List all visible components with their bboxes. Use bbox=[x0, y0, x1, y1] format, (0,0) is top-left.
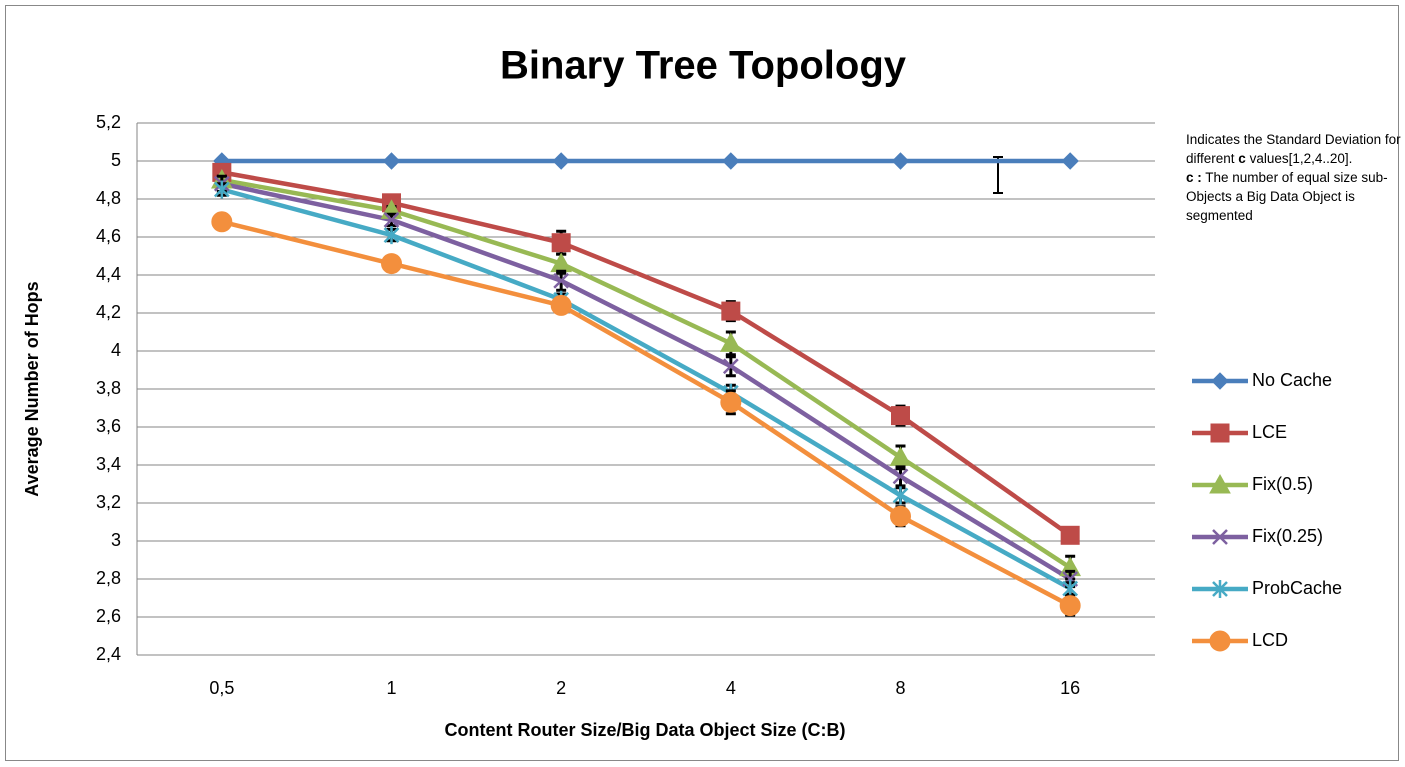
series-line bbox=[221, 187, 1072, 591]
y-tick-label: 2,4 bbox=[96, 644, 121, 664]
y-tick-label: 4,8 bbox=[96, 188, 121, 208]
x-tick-label: 2 bbox=[556, 678, 566, 698]
marker bbox=[552, 152, 570, 170]
marker bbox=[719, 332, 742, 352]
legend-label: Fix(0.5) bbox=[1252, 474, 1313, 494]
marker bbox=[213, 180, 230, 199]
series-line bbox=[221, 170, 1072, 538]
marker bbox=[722, 152, 740, 170]
series-line bbox=[221, 181, 1072, 581]
y-tick-label: 5,2 bbox=[96, 112, 121, 132]
legend-label: No Cache bbox=[1252, 370, 1332, 390]
marker bbox=[550, 294, 572, 316]
y-axis-label: Average Number of Hops bbox=[22, 281, 42, 496]
series-line bbox=[221, 177, 1072, 570]
x-tick-label: 0,5 bbox=[209, 678, 234, 698]
x-tick-label: 1 bbox=[386, 678, 396, 698]
x-tick-label: 4 bbox=[726, 678, 736, 698]
y-tick-label: 3,2 bbox=[96, 492, 121, 512]
x-tick-label: 8 bbox=[895, 678, 905, 698]
legend-marker bbox=[1211, 372, 1229, 390]
legend-marker bbox=[1212, 580, 1228, 598]
legend-marker bbox=[1209, 630, 1231, 652]
y-tick-label: 4,6 bbox=[96, 226, 121, 246]
legend-marker bbox=[1209, 473, 1231, 494]
marker bbox=[891, 406, 910, 426]
marker bbox=[721, 301, 741, 321]
annotation: Indicates the Standard Deviation for dif… bbox=[1186, 130, 1401, 225]
marker bbox=[722, 358, 739, 375]
marker bbox=[1059, 595, 1081, 617]
legend-label: LCE bbox=[1252, 422, 1287, 442]
y-tick-label: 3,6 bbox=[96, 416, 121, 436]
chart-title: Binary Tree Topology bbox=[500, 44, 907, 88]
marker bbox=[383, 212, 400, 228]
annotation-text: Indicates the Standard Deviation for dif… bbox=[1186, 132, 1401, 166]
legend-label: Fix(0.25) bbox=[1252, 526, 1323, 546]
legend-marker bbox=[1210, 423, 1230, 443]
marker bbox=[382, 152, 401, 170]
marker bbox=[1060, 525, 1080, 545]
annotation-text: c bbox=[1238, 151, 1246, 166]
marker bbox=[892, 468, 909, 485]
legend-label: LCD bbox=[1252, 630, 1288, 650]
y-tick-label: 4,4 bbox=[96, 264, 121, 284]
x-axis-label: Content Router Size/Big Data Object Size… bbox=[444, 720, 845, 740]
marker bbox=[720, 391, 742, 413]
x-tick-label: 16 bbox=[1060, 678, 1080, 698]
marker bbox=[1062, 579, 1079, 598]
marker bbox=[1061, 152, 1079, 170]
chart-border bbox=[5, 5, 1399, 761]
y-tick-label: 2,8 bbox=[96, 568, 121, 588]
y-tick-label: 3,4 bbox=[96, 454, 121, 474]
marker bbox=[892, 486, 909, 505]
y-tick-label: 5 bbox=[111, 150, 121, 170]
marker bbox=[551, 233, 571, 253]
marker bbox=[381, 253, 402, 275]
annotation-text: values[1,2,4..20]. bbox=[1245, 151, 1353, 166]
y-tick-label: 2,6 bbox=[96, 606, 121, 626]
marker bbox=[383, 226, 400, 245]
marker bbox=[890, 505, 911, 527]
marker bbox=[553, 272, 570, 289]
marker bbox=[211, 211, 233, 233]
y-tick-label: 3 bbox=[111, 530, 121, 550]
annotation-text: c : bbox=[1186, 170, 1202, 185]
y-tick-label: 4,2 bbox=[96, 302, 121, 322]
y-tick-label: 4 bbox=[111, 340, 121, 360]
marker bbox=[891, 152, 910, 170]
series-line bbox=[221, 219, 1072, 608]
annotation-text: The number of equal size sub-Objects a B… bbox=[1186, 170, 1388, 223]
y-tick-label: 3,8 bbox=[96, 378, 121, 398]
legend-label: ProbCache bbox=[1252, 578, 1342, 598]
legend-marker bbox=[1212, 529, 1228, 545]
